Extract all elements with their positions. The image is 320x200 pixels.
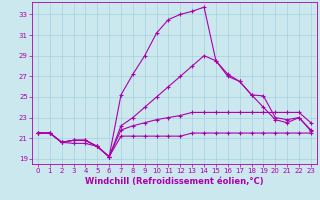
- X-axis label: Windchill (Refroidissement éolien,°C): Windchill (Refroidissement éolien,°C): [85, 177, 264, 186]
